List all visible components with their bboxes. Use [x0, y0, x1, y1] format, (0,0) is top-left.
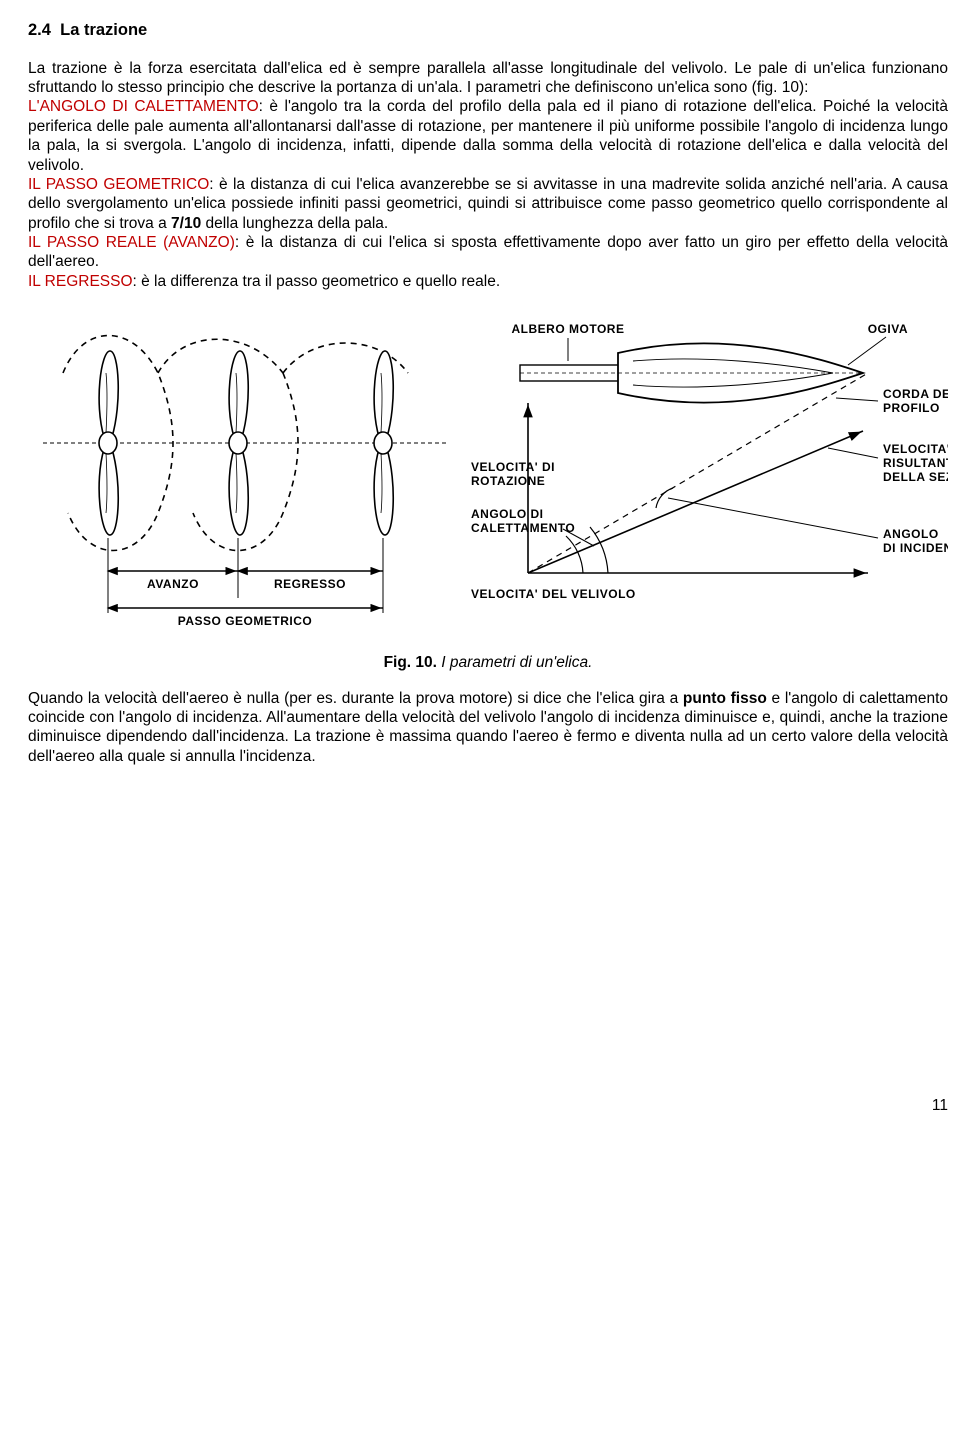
label-angcal: ANGOLO DI CALETTAMENTO [471, 507, 575, 535]
paragraph-after: Quando la velocità dell'aereo è nulla (p… [28, 689, 948, 767]
term-regresso: IL REGRESSO [28, 273, 133, 290]
passog-text2: della lunghezza della pala. [201, 215, 388, 232]
label-albero: ALBERO MOTORE [512, 322, 625, 336]
page-number: 11 [28, 1096, 948, 1115]
label-velris: VELOCITA' RISULTANTE DELLA SEZIONE [883, 442, 948, 484]
seven-tenths: 7/10 [171, 215, 201, 232]
section-heading: 2.4 La trazione [28, 20, 948, 41]
paragraph-terms: L'ANGOLO DI CALETTAMENTO: è l'angolo tra… [28, 97, 948, 291]
label-avanzo: AVANZO [147, 577, 199, 591]
section-title: La trazione [60, 21, 147, 39]
label-anginc: ANGOLO DI INCIDENZA [883, 527, 948, 555]
regresso-text: : è la differenza tra il passo geometric… [133, 273, 501, 290]
section-number: 2.4 [28, 21, 51, 39]
figure-caption: Fig. 10. I parametri di un'elica. [28, 653, 948, 672]
after-pre: Quando la velocità dell'aereo è nulla (p… [28, 690, 683, 707]
intro-text: La trazione è la forza esercitata dall'e… [28, 60, 948, 96]
figure-10: AVANZO REGRESSO PASSO GEOMETRICO ALBERO … [28, 313, 948, 643]
right-diagram: ALBERO MOTORE OGIVA CORDA DEL PROFILO VE… [471, 322, 948, 601]
term-angolo: L'ANGOLO DI CALETTAMENTO [28, 98, 259, 115]
paragraph-intro: La trazione è la forza esercitata dall'e… [28, 59, 948, 98]
term-passog: IL PASSO GEOMETRICO [28, 176, 209, 193]
label-regresso: REGRESSO [274, 577, 346, 591]
label-velvel: VELOCITA' DEL VELIVOLO [471, 587, 636, 601]
label-ogiva: OGIVA [868, 322, 908, 336]
punto-fisso: punto fisso [683, 690, 767, 707]
label-velrot: VELOCITA' DI ROTAZIONE [471, 460, 559, 488]
label-passo-geom: PASSO GEOMETRICO [178, 614, 312, 628]
figure-caption-ital: I parametri di un'elica. [437, 654, 592, 671]
left-diagram: AVANZO REGRESSO PASSO GEOMETRICO [43, 336, 448, 629]
figure-10-svg: AVANZO REGRESSO PASSO GEOMETRICO ALBERO … [28, 313, 948, 643]
figure-caption-bold: Fig. 10. [384, 654, 437, 671]
term-passor-pre: IL PASSO REALE ( [28, 234, 168, 251]
term-avanzo: AVANZO [168, 234, 229, 251]
label-corda: CORDA DEL PROFILO [883, 387, 948, 415]
